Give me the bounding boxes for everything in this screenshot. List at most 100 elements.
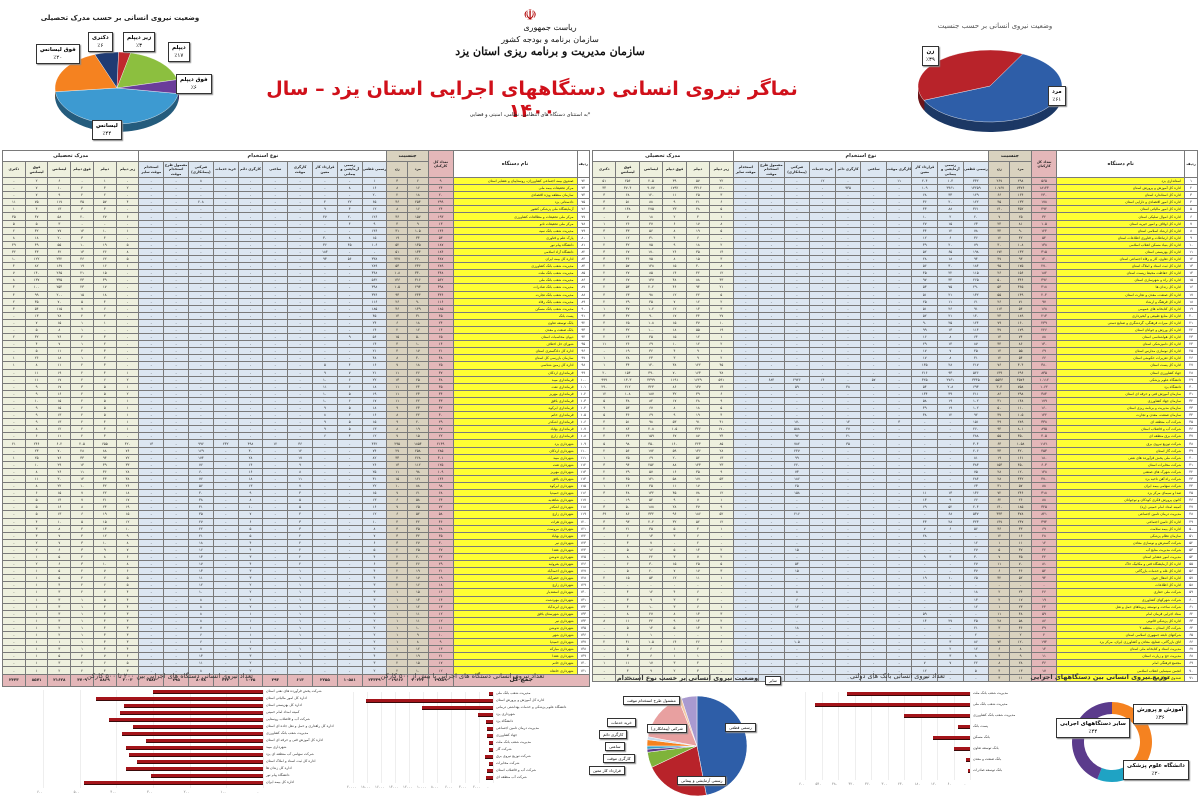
cell-education: -	[2, 510, 26, 519]
bar	[125, 746, 263, 749]
cell-education: ۳	[92, 638, 117, 647]
cell-employment: ۱۸۴	[962, 262, 990, 271]
cell-education: ۳	[662, 595, 687, 604]
cell-employment: ۸۷	[962, 340, 990, 349]
pie-slice-label: مشمول طرح استخدام موقت	[623, 696, 680, 705]
cell-employment: ۹۹۶	[188, 439, 214, 448]
cell-employment: -	[758, 503, 785, 512]
cell-total: ۱۷۹	[1030, 396, 1058, 406]
cell-education: ۸۷	[685, 432, 711, 441]
cell-education: ۲	[709, 616, 734, 625]
cell-gender: ۸	[386, 425, 409, 434]
table-row: -۲ ۶-۱- - -۸- - - - - -۱ ۳ ۶ ۹ صندوق بیمه اجتماعی کش…	[2, 176, 590, 186]
pie-slice-label: رسمی قطعی	[725, 723, 756, 732]
cell-total: ۱۸۲	[1030, 269, 1058, 278]
cell-employment: ۱۲	[361, 432, 388, 441]
cell-organization-name: اداره کل اطلاعات	[1056, 581, 1186, 590]
pie-slice-label: شرکتی (پیمانکاری)	[647, 724, 687, 733]
cell-employment: -	[732, 453, 760, 462]
cell-organization-name: مدیریت حج و زیارت استان	[1056, 652, 1186, 661]
cell-total: ۱۸۱۴۳	[1030, 184, 1058, 193]
cell-total: ۳۳۶	[427, 290, 454, 299]
cell-education: ۲	[2, 333, 26, 342]
cell-employment: -	[758, 432, 785, 441]
cell-employment: ۵۱	[911, 304, 939, 313]
cell-employment: -	[336, 609, 363, 618]
grid-line	[437, 692, 438, 783]
cell-employment: -	[860, 567, 887, 576]
cell-education: ۸	[24, 425, 49, 434]
employment-pie-graphic	[646, 695, 748, 797]
cell-index: ۱۰۳	[576, 396, 590, 406]
cell-education: ۲	[591, 333, 617, 342]
cell-employment: -	[885, 290, 913, 299]
cell-education: ۳	[92, 347, 117, 356]
cell-organization-name: اداره کل راه و شهرسازی استان	[1056, 276, 1186, 285]
cell-employment: -	[809, 432, 836, 441]
cell-employment: -	[834, 333, 862, 342]
cell-employment: -	[860, 616, 887, 625]
cell-employment: -	[138, 233, 165, 242]
cell-employment: ۹۰	[911, 318, 939, 327]
cell-employment: -	[809, 517, 836, 526]
slice-category: دانشگاه علوم پزشکی	[1127, 763, 1185, 769]
cell-employment: -	[834, 198, 862, 207]
cell-total: ۳۹	[1030, 623, 1058, 633]
cell-employment: -	[336, 297, 363, 306]
cell-employment: ۲	[361, 609, 388, 618]
cell-education: ۲۲	[685, 290, 711, 299]
cell-education: ۴	[591, 418, 617, 427]
cell-education: ۳۲	[662, 389, 687, 398]
cell-gender: ۳۰	[988, 240, 1011, 249]
cell-employment: -	[860, 205, 887, 214]
cell-employment: ۸	[287, 467, 313, 476]
cell-organization-name: مدیریت شعب بانک ملت	[452, 269, 578, 278]
cell-employment: -	[262, 205, 289, 214]
cell-employment: -	[138, 545, 165, 554]
cell-education: ۱۸۶	[685, 510, 711, 519]
cell-employment: ۱۹	[361, 389, 388, 398]
cell-employment: -	[911, 467, 939, 476]
cell-employment: -	[758, 588, 785, 597]
cell-education: -	[2, 425, 26, 434]
table-row: -۵ ۲۰ ۷ ۱۷ ۳- -۱۵- - - - - -۳۷ ۶ ۴۶ ۵۲ اداره کل غله و …	[591, 567, 1198, 576]
cell-education: ۱۷۲	[638, 446, 664, 455]
cell-employment: -	[758, 318, 785, 327]
cell-employment: -	[262, 255, 289, 264]
cell-employment: -	[860, 176, 887, 186]
total-gender: ۳۰۲۲۳	[407, 673, 429, 687]
cell-employment: -	[163, 560, 189, 569]
cell-employment: ۲۹۲۶	[783, 375, 811, 384]
cell-employment: ۵	[336, 389, 363, 398]
cell-education: ۲	[70, 375, 94, 384]
cell-employment: -	[783, 581, 811, 590]
cell-education: ۴۲	[685, 269, 711, 278]
cell-education: ۲	[92, 340, 117, 349]
cell-employment: -	[138, 176, 165, 186]
cell-index: ۵	[1184, 205, 1198, 214]
cell-education: ۲	[591, 240, 617, 249]
cell-education: ۲	[70, 411, 94, 420]
cell-education: -	[115, 340, 140, 349]
cell-employment: ۲۰۶	[962, 446, 990, 455]
cell-education: ۳۱	[638, 233, 664, 242]
cell-employment: ۷	[336, 368, 363, 377]
cell-employment: -	[783, 574, 811, 583]
bar	[957, 725, 970, 728]
cell-education: ۲۶۵	[47, 269, 72, 278]
cell-employment: -	[937, 432, 964, 441]
cell-employment: -	[212, 538, 239, 547]
cell-employment: ۶	[237, 517, 264, 526]
cell-organization-name: دانشگاه آزاد اسلامی	[452, 247, 578, 257]
cell-employment: -	[138, 205, 165, 214]
x-axis-tick: ۱۸۰۰۰	[361, 785, 371, 789]
table-row: -۳ ۷ ۴ ۱۲ ۹- -۲۱-۵-۲- -۷ ۳ ۳۲ ۳۵ شهرداری بهاباد ۱۲۲	[2, 531, 590, 540]
cell-employment: ۱۱	[188, 574, 214, 583]
cell-gender: ۳۲	[407, 531, 429, 540]
cell-education: ۲۶	[115, 482, 140, 491]
cell-total: ۲۱	[427, 652, 454, 661]
cell-employment: -	[758, 425, 785, 434]
bar	[477, 713, 493, 716]
cell-gender: ۶	[386, 510, 409, 519]
cell-employment: -	[860, 311, 887, 320]
